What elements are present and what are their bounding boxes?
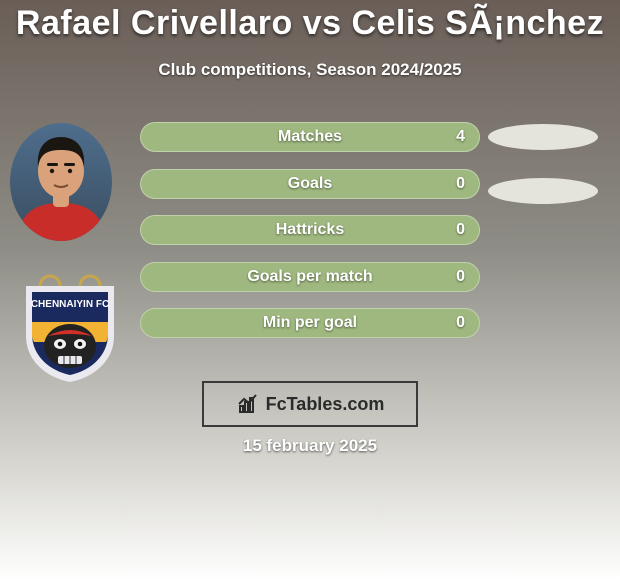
- stat-label: Min per goal: [141, 314, 479, 332]
- stat-bar-goals: Goals 0: [140, 169, 480, 199]
- brand-box[interactable]: FcTables.com: [202, 381, 418, 427]
- stat-value: 0: [456, 314, 465, 332]
- brand-text: FcTables.com: [266, 394, 385, 415]
- stat-label: Goals: [141, 175, 479, 193]
- opponent-pill: [488, 178, 598, 204]
- stat-bar-min-per-goal: Min per goal 0: [140, 308, 480, 338]
- chart-icon: [236, 392, 260, 416]
- stat-label: Matches: [141, 128, 479, 146]
- stat-bar-goals-per-match: Goals per match 0: [140, 262, 480, 292]
- stat-value: 4: [456, 128, 465, 146]
- opponent-pill: [488, 124, 598, 150]
- subtitle: Club competitions, Season 2024/2025: [0, 60, 620, 80]
- date-text: 15 february 2025: [0, 436, 620, 456]
- stat-bar-matches: Matches 4: [140, 122, 480, 152]
- stat-value: 0: [456, 175, 465, 193]
- club-logo: CHENNAIYIN FC: [18, 270, 122, 384]
- comparison-canvas: Rafael Crivellaro vs Celis SÃ¡nchez Club…: [0, 0, 620, 580]
- svg-text:CHENNAIYIN FC: CHENNAIYIN FC: [31, 299, 109, 310]
- stat-value: 0: [456, 221, 465, 239]
- stat-bars: Matches 4 Goals 0 Hattricks 0 Goals per …: [140, 122, 480, 355]
- page-title: Rafael Crivellaro vs Celis SÃ¡nchez: [0, 4, 620, 43]
- stat-label: Goals per match: [141, 268, 479, 286]
- stat-label: Hattricks: [141, 221, 479, 239]
- stat-bar-hattricks: Hattricks 0: [140, 215, 480, 245]
- player-avatar: [10, 123, 112, 241]
- stat-value: 0: [456, 268, 465, 286]
